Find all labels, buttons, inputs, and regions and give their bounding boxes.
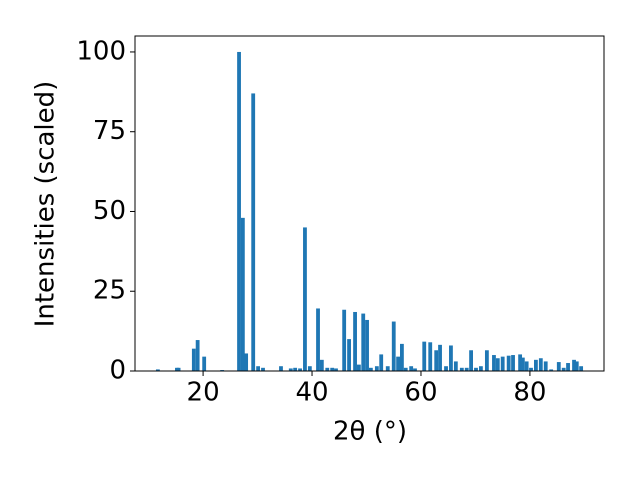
bar	[434, 350, 439, 371]
bar	[316, 308, 320, 371]
bar	[518, 354, 523, 371]
bar	[556, 362, 561, 371]
bar	[579, 366, 584, 371]
bar	[413, 368, 417, 371]
bar	[428, 342, 433, 371]
plot-frame	[134, 35, 605, 372]
bar	[484, 350, 489, 371]
bar	[506, 355, 511, 371]
y-axis-label: Intensities (scaled)	[31, 81, 61, 328]
bar	[453, 361, 458, 371]
x-tick-label: 80	[513, 378, 546, 408]
bar	[365, 319, 369, 371]
bar	[288, 368, 293, 371]
bar	[403, 367, 408, 371]
bar	[256, 366, 261, 371]
bar	[385, 366, 390, 371]
bar	[374, 366, 379, 371]
bar	[391, 321, 396, 371]
bar	[334, 368, 338, 371]
bar	[195, 340, 200, 371]
bar	[330, 367, 335, 371]
bar	[244, 353, 249, 371]
bar	[307, 366, 312, 371]
bar	[279, 366, 283, 371]
bar	[368, 367, 373, 371]
bar	[361, 313, 366, 371]
bar	[534, 359, 538, 371]
bar	[325, 367, 330, 371]
bar	[379, 354, 384, 371]
bar	[191, 348, 196, 371]
bar	[529, 367, 533, 371]
bar	[155, 369, 160, 371]
bar	[459, 367, 464, 371]
bar	[347, 339, 351, 371]
bar	[511, 355, 515, 371]
bar	[474, 367, 478, 371]
bar	[356, 364, 361, 371]
bar	[293, 367, 298, 371]
x-tick-label: 40	[295, 378, 328, 408]
bar	[500, 356, 505, 371]
bar	[319, 359, 324, 371]
bar	[422, 341, 427, 371]
bar	[464, 367, 469, 371]
bar	[237, 51, 241, 371]
y-tick-label: 100	[76, 36, 126, 66]
bar	[538, 358, 543, 371]
y-tick-label: 75	[93, 116, 126, 146]
y-tick-label: 50	[93, 196, 126, 226]
bar	[574, 361, 579, 371]
bar	[444, 366, 448, 371]
bar	[298, 368, 302, 371]
bar	[303, 227, 307, 371]
y-tick-label: 25	[93, 276, 126, 306]
bar	[409, 366, 414, 371]
bar	[524, 361, 529, 371]
bar	[240, 217, 245, 371]
bar	[342, 309, 347, 371]
bar	[469, 350, 473, 371]
bar	[396, 356, 401, 371]
bar	[438, 344, 442, 371]
bar	[543, 361, 548, 371]
bar	[176, 367, 181, 371]
y-tick-label: 0	[109, 356, 126, 386]
x-tick-label: 20	[187, 378, 220, 408]
bar	[561, 367, 566, 371]
bar	[251, 93, 256, 371]
bar	[566, 363, 570, 371]
bar	[495, 358, 500, 371]
bar	[572, 359, 576, 371]
bar	[202, 356, 207, 371]
bar	[400, 343, 404, 371]
bar	[520, 357, 525, 371]
x-tick-label: 60	[404, 378, 437, 408]
bar	[492, 355, 496, 371]
bar	[549, 369, 554, 371]
bar	[478, 366, 483, 371]
bar	[353, 311, 357, 371]
x-axis-label: 2θ (°)	[333, 417, 407, 447]
bar	[261, 367, 265, 371]
bar	[449, 345, 453, 371]
